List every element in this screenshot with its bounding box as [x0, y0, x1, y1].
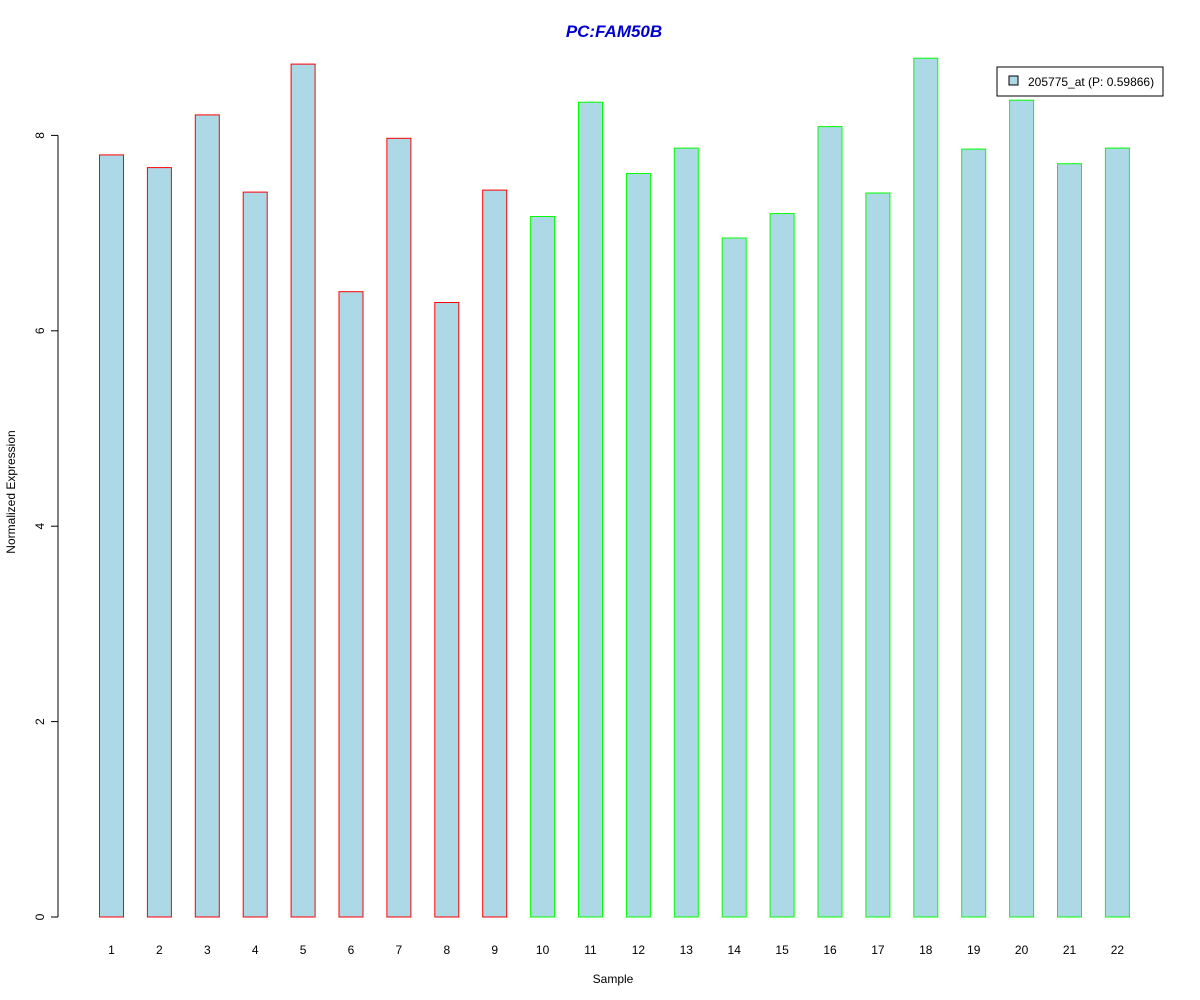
x-tick-label: 20 [1015, 943, 1029, 957]
bar-sample-7 [386, 137, 412, 918]
y-tick-label: 0 [33, 913, 47, 920]
legend: 205775_at (P: 0.59866) [996, 66, 1164, 97]
bar-sample-4 [242, 191, 268, 918]
x-tick-label: 10 [536, 943, 550, 957]
x-tick-label: 19 [967, 943, 981, 957]
bar-sample-8 [434, 302, 460, 918]
legend-label: 205775_at (P: 0.59866) [1028, 75, 1154, 89]
x-tick-label: 17 [871, 943, 885, 957]
bar-sample-18 [913, 57, 939, 918]
x-tick-label: 12 [632, 943, 646, 957]
bar-sample-14 [721, 237, 747, 918]
x-tick-label: 7 [396, 943, 403, 957]
x-tick-label: 18 [919, 943, 933, 957]
y-tick-label: 8 [33, 132, 47, 139]
bar-sample-17 [865, 192, 891, 918]
bar-sample-13 [673, 147, 699, 918]
bar-sample-6 [338, 291, 364, 918]
chart-title: PC:FAM50B [566, 22, 662, 41]
bar-sample-19 [961, 148, 987, 918]
bar-sample-9 [482, 189, 508, 918]
y-axis-title: Normalized Expression [4, 430, 18, 553]
bar-sample-1 [99, 154, 124, 918]
bar-sample-15 [769, 213, 795, 918]
x-tick-label: 6 [348, 943, 355, 957]
x-tick-label: 11 [584, 943, 597, 957]
bar-sample-10 [530, 216, 556, 918]
y-axis: 0 2 4 6 8 [33, 132, 59, 920]
x-tick-labels: 1 2 3 4 5 6 7 8 9 10 11 12 13 14 15 16 17 18 19 20 21 22 [108, 943, 1124, 957]
x-tick-label: 8 [443, 943, 450, 957]
bar-sample-12 [625, 173, 651, 918]
bar-sample-22 [1104, 147, 1130, 918]
y-tick-label: 4 [33, 523, 47, 530]
x-axis-title: Sample [593, 972, 634, 986]
x-tick-label: 1 [108, 943, 115, 957]
bar-sample-2 [146, 167, 172, 918]
x-tick-label: 2 [156, 943, 163, 957]
legend-box [996, 66, 1164, 97]
x-tick-label: 13 [680, 943, 694, 957]
bar-sample-5 [290, 63, 316, 918]
bar-sample-21 [1057, 163, 1082, 918]
x-tick-label: 5 [300, 943, 307, 957]
x-tick-label: 9 [491, 943, 498, 957]
y-tick-label: 2 [33, 718, 47, 725]
bar-sample-3 [194, 114, 220, 918]
x-tick-label: 3 [204, 943, 211, 957]
legend-swatch [1008, 75, 1019, 86]
x-tick-label: 16 [823, 943, 837, 957]
x-tick-label: 14 [728, 943, 742, 957]
bar-sample-11 [578, 101, 603, 918]
bar-sample-16 [817, 126, 843, 918]
x-tick-label: 21 [1063, 943, 1077, 957]
bars-group [99, 57, 1130, 918]
x-tick-label: 4 [252, 943, 259, 957]
bar-sample-20 [1009, 99, 1035, 918]
x-tick-label: 15 [775, 943, 789, 957]
x-tick-label: 22 [1111, 943, 1125, 957]
y-tick-label: 6 [33, 327, 47, 334]
